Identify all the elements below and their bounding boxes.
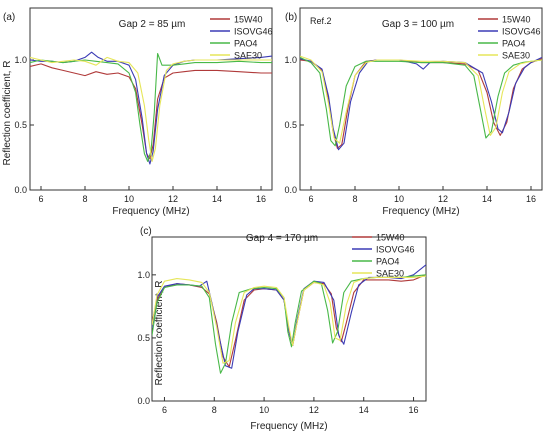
x-tick-label: 12	[168, 194, 178, 204]
plot-frame	[299, 7, 543, 191]
y-tick-label: 0.0	[284, 185, 297, 195]
panel-c: 6 8 10 12 14 16 0.0 0.5 1.0 Frequency (MHz) Reflec…	[137, 226, 427, 432]
legend-label: ISOVG46	[234, 27, 273, 37]
x-tick-label: 12	[309, 405, 319, 415]
panel-annotation: Ref.2	[310, 16, 332, 26]
legend-label: 15W40	[234, 15, 263, 25]
y-axis-label: Reflection coefficient, R	[154, 281, 165, 386]
x-tick-label: 16	[256, 194, 266, 204]
x-tick-label: 6	[38, 194, 43, 204]
legend-label: ISOVG46	[502, 27, 541, 37]
y-tick-label: 0.5	[14, 120, 27, 130]
x-tick-label: 10	[394, 194, 404, 204]
legend-label: 15W40	[502, 15, 531, 25]
x-tick-label: 16	[409, 405, 419, 415]
x-tick-label: 10	[259, 405, 269, 415]
legend: 15W40 ISOVG46 PAO4 SAE30	[478, 15, 541, 61]
x-tick-label: 8	[352, 194, 357, 204]
legend-label: SAE30	[234, 51, 262, 61]
y-tick-label: 1.0	[284, 55, 297, 65]
x-tick-label: 12	[438, 194, 448, 204]
series-line-pao4	[30, 52, 272, 162]
panel-title: Gap 4 = 170 µm	[246, 233, 318, 244]
series-line-sae30	[300, 55, 542, 144]
x-tick-label: 6	[162, 405, 167, 415]
x-tick-label: 14	[212, 194, 222, 204]
series-line-15w40	[152, 274, 426, 368]
y-axis-label: Reflection coefficient, R	[2, 61, 13, 166]
y-tick-label: 0.5	[284, 120, 297, 130]
legend-label: SAE30	[376, 269, 404, 279]
panel-b: 6 8 10 12 14 16 0.0 0.5 1.0 Frequency (MHz) (b) Gap…	[284, 7, 543, 217]
series-line-pao4	[300, 56, 542, 147]
legend-label: SAE30	[502, 51, 530, 61]
x-axis-label: Frequency (MHz)	[382, 206, 459, 217]
y-tick-label: 0.0	[14, 185, 27, 195]
x-tick-label: 16	[526, 194, 536, 204]
panel-label: (b)	[285, 12, 297, 23]
x-tick-label: 8	[82, 194, 87, 204]
series-line-pao4	[152, 274, 426, 374]
legend-label: PAO4	[502, 39, 525, 49]
x-tick-label: 10	[124, 194, 134, 204]
legend-label: ISOVG46	[376, 245, 415, 255]
legend: 15W40 ISOVG46 PAO4 SAE30	[210, 15, 273, 61]
y-tick-label: 1.0	[14, 55, 27, 65]
x-tick-label: 8	[212, 405, 217, 415]
series-line-sae30	[152, 275, 426, 364]
x-axis-label: Frequency (MHz)	[112, 206, 189, 217]
panel-title: Gap 3 = 100 µm	[382, 19, 454, 30]
y-tick-label: 0.5	[137, 333, 150, 343]
x-tick-label: 14	[482, 194, 492, 204]
series-line-isovg46	[300, 56, 542, 151]
series-lines	[30, 51, 272, 165]
x-tick-label: 6	[308, 194, 313, 204]
y-tick-label: 0.0	[137, 396, 150, 406]
plot-frame	[29, 7, 273, 191]
x-tick-label: 14	[359, 405, 369, 415]
panel-label: (a)	[3, 12, 15, 23]
panel-label: (c)	[140, 226, 152, 237]
panel-a: 6 8 10 12 14 16 0.0 0.5 1.0 Frequency (MHz) Reflec…	[2, 7, 273, 217]
series-lines	[300, 55, 542, 151]
legend-label: 15W40	[376, 233, 405, 243]
legend-label: PAO4	[376, 257, 399, 267]
legend: 15W40 ISOVG46 PAO4 SAE30	[352, 233, 415, 279]
panel-title: Gap 2 = 85 µm	[119, 19, 186, 30]
y-tick-label: 1.0	[137, 270, 150, 280]
series-lines	[152, 264, 426, 374]
x-axis-label: Frequency (MHz)	[250, 421, 327, 432]
legend-label: PAO4	[234, 39, 257, 49]
plot-frame	[151, 236, 427, 402]
series-line-sae30	[30, 56, 272, 162]
